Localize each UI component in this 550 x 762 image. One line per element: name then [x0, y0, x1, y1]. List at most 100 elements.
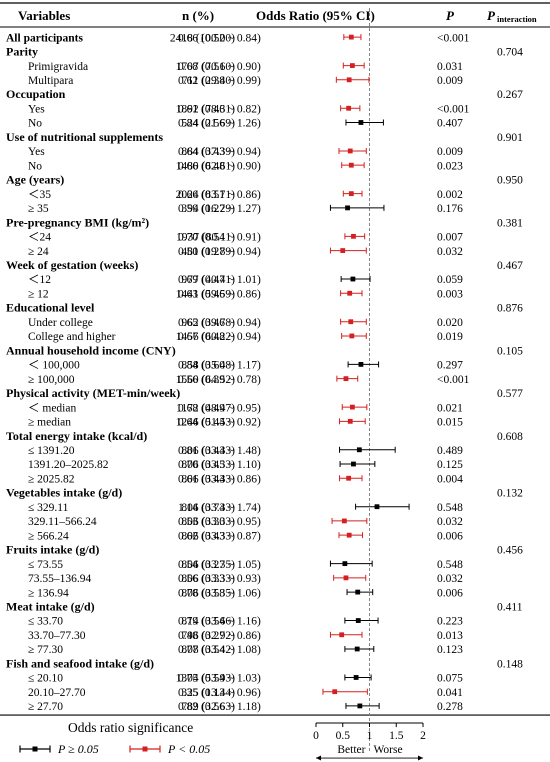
p-value: <0.001 — [437, 374, 470, 386]
or-point — [350, 276, 356, 282]
x-tick-label: 0 — [313, 730, 319, 742]
n-value: 2024 (83.71) — [176, 189, 236, 201]
p-value: 0.002 — [437, 189, 463, 201]
row-label: 329.11–566.24 — [28, 516, 97, 528]
n-value: 1560 (64.52) — [176, 374, 236, 386]
row-label: ≥ 77.30 — [28, 644, 63, 656]
or-point — [355, 618, 361, 623]
or-value: 0.54 (0.27 ~ 1.05) — [178, 559, 261, 571]
or-point — [355, 589, 361, 595]
legend-title: Odds ratio significance — [68, 720, 194, 735]
row-label: ≥ 27.70 — [28, 701, 63, 713]
n-value: 806 (33.33) — [181, 530, 235, 542]
row-label: ≥ 35 — [28, 203, 49, 215]
n-value: 806 (33.33) — [181, 573, 235, 585]
legend: Odds ratio significance P ≥ 0.05 P < 0.0… — [18, 720, 318, 760]
column-header-odds-ratio: Odds Ratio (95% CI) — [256, 8, 375, 23]
p-interaction-value: 0.467 — [497, 260, 523, 272]
row-label: ≥ 566.24 — [28, 530, 69, 542]
p-value: 0.013 — [437, 630, 463, 642]
or-point — [358, 120, 364, 125]
group-label: Pre-pregnancy BMI (kg/m²) — [6, 215, 149, 229]
or-point — [358, 362, 364, 367]
p-value: 0.489 — [437, 445, 463, 457]
n-value: 325 (13.44) — [181, 687, 235, 699]
or-value: 0.61 (0.46 ~ 0.82) — [178, 103, 261, 115]
group-label: Annual household income (CNY) — [6, 343, 176, 357]
row-label: ≥ 100,000 — [28, 374, 75, 386]
n-value: 884 (37.39) — [181, 146, 235, 158]
p-interaction-value: 0.105 — [497, 345, 523, 357]
or-value: 0.75 (0.54 ~ 1.03) — [178, 673, 261, 685]
row-label: ≥ median — [28, 417, 71, 429]
or-value: 0.64 (0.43 ~ 0.94) — [178, 146, 261, 158]
p-value: 0.223 — [437, 616, 463, 628]
group-label: Parity — [6, 45, 38, 59]
p-value: 0.019 — [437, 331, 463, 343]
column-header-variables: Variables — [18, 8, 70, 23]
or-point — [374, 504, 380, 510]
group-label: Use of nutritional supplements — [6, 130, 163, 144]
or-value: 0.84 (0.56 ~ 1.26) — [178, 118, 261, 130]
row-label: 20.10–27.70 — [28, 687, 86, 699]
n-value: 814 (33.66) — [181, 616, 235, 628]
n-value: 1707 (70.60) — [176, 61, 236, 73]
or-value: 0.56 (0.39 ~ 0.78) — [178, 374, 261, 386]
better-label: Better — [337, 744, 365, 756]
row-label: ＜12 — [28, 274, 51, 286]
or-value: 0.82 (0.56 ~ 1.18) — [178, 701, 261, 713]
n-value: 1441 (59.59) — [176, 288, 236, 300]
row-label: Primigravida — [28, 61, 88, 73]
p-value: 0.075 — [437, 673, 463, 685]
n-value: 796 (32.92) — [181, 630, 235, 642]
row-label: Yes — [28, 146, 45, 158]
or-point — [357, 703, 363, 709]
or-value: 0.48 (0.27 ~ 0.86) — [178, 630, 261, 642]
n-value: 806 (33.35) — [181, 559, 235, 571]
column-header-p: P — [446, 8, 455, 23]
or-point — [341, 518, 347, 524]
row-label: ＜35 — [28, 189, 51, 201]
or-value: 1.14 (0.74 ~ 1.74) — [178, 502, 261, 514]
or-point — [332, 689, 338, 695]
n-value: 806 (33.33) — [181, 459, 235, 471]
group-label: Age (years) — [6, 173, 64, 187]
or-value: 0.84 (0.60 ~ 1.17) — [178, 360, 261, 372]
n-value: 1892 (78.31) — [176, 103, 236, 115]
legend-item-significant: P < 0.05 — [128, 742, 268, 758]
row-label: College and higher — [28, 331, 116, 343]
row-label: ＜24 — [28, 232, 51, 244]
or-point — [348, 34, 354, 40]
p-value: 0.032 — [437, 573, 463, 585]
n-value: 808 (33.42) — [181, 644, 235, 656]
or-value: 0.53 (0.30 ~ 0.95) — [178, 516, 261, 528]
n-value: 711 (29.40) — [182, 75, 235, 87]
or-value: 0.64 (0.44 ~ 0.92) — [178, 417, 261, 429]
or-point — [347, 148, 353, 154]
p-interaction-value: 0.608 — [497, 431, 523, 443]
group-label: Total energy intake (kcal/d) — [6, 429, 147, 443]
n-value: 1304 (53.93) — [176, 673, 236, 685]
or-point — [348, 191, 354, 197]
p-value: <0.001 — [437, 32, 470, 44]
or-point — [346, 532, 352, 538]
p-interaction-value: 0.876 — [497, 303, 523, 315]
group-label: Educational level — [6, 301, 95, 315]
or-point — [353, 675, 359, 680]
n-value: 1937 (80.11) — [176, 232, 235, 244]
or-value: 0.35 (0.13 ~ 0.96) — [178, 687, 261, 699]
p-value: <0.001 — [437, 103, 470, 115]
p-interaction-value: 0.456 — [497, 545, 523, 557]
p-value: 0.548 — [437, 502, 463, 514]
row-label: 73.55–136.94 — [28, 573, 92, 585]
n-value: 1456 (60.22) — [176, 331, 236, 343]
p-interaction-value: 0.148 — [497, 658, 523, 670]
or-value: 0.78 (0.58 ~ 1.06) — [178, 587, 261, 599]
legend-label-significant: P < 0.05 — [168, 742, 211, 756]
arrow-left-icon — [316, 755, 321, 761]
or-point — [356, 447, 362, 453]
or-point — [346, 77, 352, 83]
p-value: 0.023 — [437, 160, 463, 172]
n-value: 1480 (62.61) — [176, 160, 236, 172]
